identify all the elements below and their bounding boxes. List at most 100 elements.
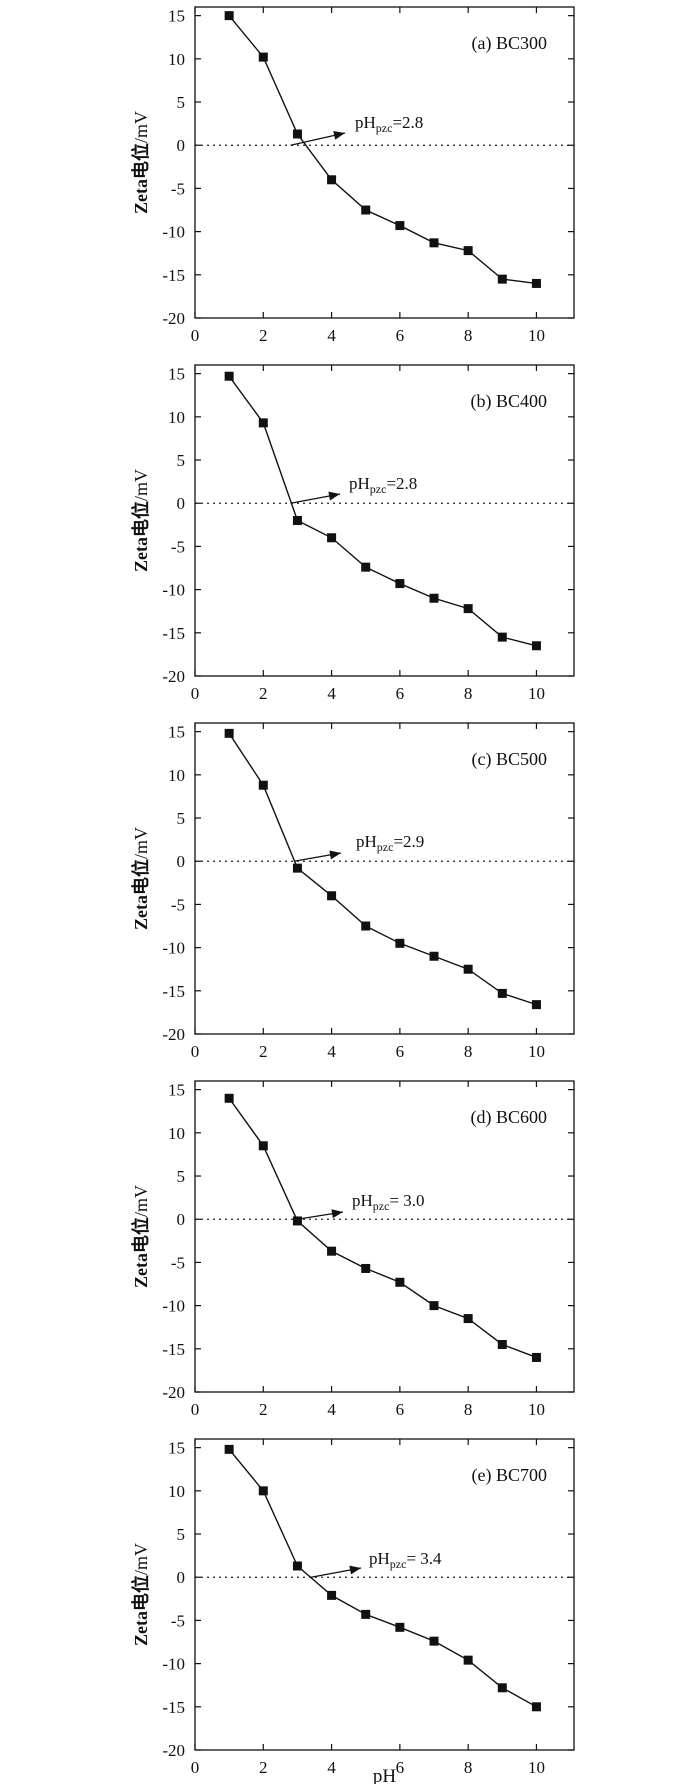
series-line [228,1448,537,1708]
data-point [395,579,405,589]
data-point [224,371,234,381]
data-point [395,938,405,948]
data-point [327,175,337,185]
y-tick-label: -10 [162,1297,185,1316]
pzc-arrow-head [349,1565,361,1575]
data-point [531,641,541,651]
y-tick-label: 15 [168,1081,185,1100]
pzc-value: =2.8 [392,113,423,132]
pzc-prefix: pH [349,474,370,493]
y-tick-label: 10 [168,408,185,427]
y-tick-label: -20 [162,1741,185,1760]
series-line [228,732,537,1006]
pzc-prefix: pH [352,1191,373,1210]
y-tick-label: 15 [168,365,185,384]
chart-panel-4: 0 2 4 6 8 10 15 10 5 0 -5 -10 -15 -20 Zeta电位/mV (d) BC6… [130,1080,575,1419]
data-point [429,238,439,248]
data-point [258,1141,268,1151]
pzc-arrow-head [329,850,341,860]
y-axis-label-unit: /mV [131,827,151,859]
chart-panel-3: 0 2 4 6 8 10 15 10 5 0 -5 -10 -15 -20 Zeta电位/mV (c) BC5… [130,722,575,1061]
data-point [429,1301,439,1311]
data-point [292,1216,302,1226]
pzc-subscript: pzc [370,482,387,496]
data-point [463,1655,473,1665]
y-tick-label: -10 [162,939,185,958]
pzc-subscript: pzc [377,840,394,854]
y-tick-label: -5 [171,895,185,914]
x-tick-label: 2 [259,1758,268,1777]
pzc-value: =2.8 [386,474,417,493]
y-tick-label: 5 [177,93,186,112]
y-tick-label: 0 [177,136,186,155]
y-tick-label: 10 [168,50,185,69]
y-tick-label: -10 [162,223,185,242]
x-tick-label: 2 [259,684,268,703]
y-tick-label: -20 [162,1025,185,1044]
data-point [531,278,541,288]
pzc-annotation: pHpzc= 3.0 [352,1191,425,1213]
pzc-subscript: pzc [376,121,393,135]
plot-frame [194,1080,575,1393]
x-tick-label: 4 [327,326,336,345]
data-point [292,863,302,873]
pzc-annotation: pHpzc= 3.4 [369,1549,442,1571]
series-line [228,375,537,647]
y-tick-label: -20 [162,309,185,328]
panel-label: (b) BC400 [471,391,548,412]
y-tick-label: 5 [177,809,186,828]
x-tick-label: 8 [464,684,473,703]
y-axis-label: Zeta电位/mV [130,469,151,572]
chart-panel-5: 0 2 4 6 8 10 15 10 5 0 -5 -10 -15 -20 Zeta电位/mV pH (e) B… [130,1438,575,1784]
pzc-annotation: pHpzc=2.8 [355,113,423,135]
pzc-prefix: pH [369,1549,390,1568]
y-tick-label: -20 [162,1383,185,1402]
pzc-annotation: pHpzc=2.9 [356,832,424,854]
x-tick-label: 10 [528,684,545,703]
y-tick-label: 0 [177,1568,186,1587]
y-tick-label: -5 [171,1253,185,1272]
y-axis-label: Zeta电位/mV [130,1543,151,1646]
pzc-annotation: pHpzc=2.8 [349,474,417,496]
data-point [361,562,371,572]
y-tick-label: -15 [162,266,185,285]
panel-label: (c) BC500 [472,749,548,770]
x-tick-label: 6 [396,1400,405,1419]
panel-label: (d) BC600 [471,1107,548,1128]
y-tick-label: 0 [177,1210,186,1229]
data-point [224,728,234,738]
data-point [497,1339,507,1349]
data-point [497,1683,507,1693]
y-tick-label: 10 [168,1482,185,1501]
data-point [361,921,371,931]
plot-frame [194,1438,575,1751]
chart-panel-2: 0 2 4 6 8 10 15 10 5 0 -5 -10 -15 -20 Zeta电位/mV (b) BC4… [130,364,575,703]
y-tick-label: -5 [171,537,185,556]
plot-frame [194,364,575,677]
x-tick-label: 4 [327,1042,336,1061]
data-point [224,1093,234,1103]
y-tick-label: 0 [177,852,186,871]
x-tick-label: 6 [396,684,405,703]
y-axis-label-unit: /mV [131,1543,151,1575]
y-tick-label: -20 [162,667,185,686]
data-point [361,205,371,215]
x-tick-label: 0 [191,326,200,345]
y-tick-label: 10 [168,766,185,785]
pzc-value: = 3.4 [406,1549,442,1568]
data-point [395,1622,405,1632]
pzc-prefix: pH [356,832,377,851]
y-tick-label: 15 [168,723,185,742]
y-axis-label-main: Zeta电位 [130,1575,151,1646]
x-tick-label: 2 [259,1400,268,1419]
y-axis-label-main: Zeta电位 [130,1217,151,1288]
data-point [531,1702,541,1712]
y-tick-label: 10 [168,1124,185,1143]
data-point [327,891,337,901]
y-axis-label-main: Zeta电位 [130,501,151,572]
x-tick-label: 0 [191,1042,200,1061]
data-point [531,1000,541,1010]
pzc-value: = 3.0 [389,1191,424,1210]
data-point [463,246,473,256]
panel-label: (a) BC300 [472,33,548,54]
